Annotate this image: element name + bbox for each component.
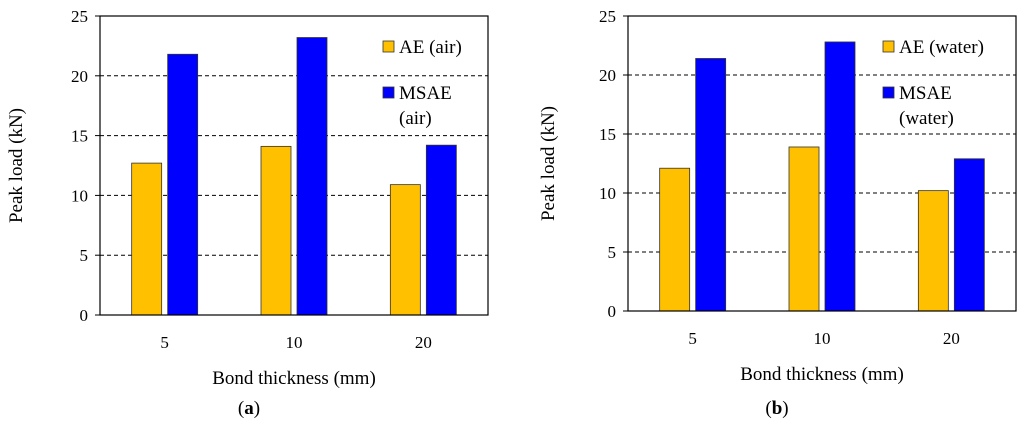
legend-swatch-ae <box>882 40 895 53</box>
bar-ae-10 <box>788 146 820 312</box>
y-axis-label: Peak load (kN) <box>538 106 559 221</box>
bar-ae-20 <box>917 190 949 312</box>
bar-msae-5 <box>167 53 199 316</box>
y-tick-label: 5 <box>80 246 89 265</box>
bar-msae-5 <box>695 58 727 312</box>
y-tick-label: 10 <box>599 184 616 203</box>
bar-ae-10 <box>260 145 292 316</box>
y-tick-label: 5 <box>608 243 617 262</box>
y-tick-label: 25 <box>599 7 616 26</box>
legend-swatch-msae <box>382 86 395 99</box>
x-tick-label: 5 <box>160 333 169 352</box>
y-tick-label: 15 <box>71 127 88 146</box>
legend-label-msae-suffix: (air) <box>399 108 432 129</box>
legend-swatch-ae <box>382 40 395 53</box>
bar-ae-5 <box>131 162 163 316</box>
x-tick-label: 20 <box>415 333 432 352</box>
y-tick-label: 20 <box>71 67 88 86</box>
legend-label-ae: AE (water) <box>899 37 984 58</box>
y-tick-label: 15 <box>599 125 616 144</box>
chart-panel-a: 5 10 20 0 5 10 15 20 25 Peak load (kN) Bond thickn… <box>6 7 489 419</box>
y-tick-label: 25 <box>71 7 88 26</box>
bar-msae-20 <box>953 158 985 312</box>
x-axis-label: Bond thickness (mm) <box>740 364 904 385</box>
x-tick-label: 10 <box>814 329 831 348</box>
x-tick-label: 5 <box>688 329 697 348</box>
panel-label: (a) <box>238 398 260 419</box>
bar-msae-10 <box>824 41 856 312</box>
x-tick-label: 20 <box>943 329 960 348</box>
panel-label: (b) <box>765 398 788 419</box>
x-tick-label: 10 <box>286 333 303 352</box>
chart-panel-b: 5 10 20 0 5 10 15 20 25 Peak load (kN) Bond thickn… <box>538 7 1017 419</box>
plot-frame <box>99 15 489 316</box>
x-axis-label: Bond thickness (mm) <box>212 368 376 389</box>
legend-label-msae: MSAE <box>399 83 452 104</box>
legend-label-msae-suffix: (water) <box>899 108 954 129</box>
y-tick-label: 0 <box>608 302 617 321</box>
y-tick-label: 10 <box>71 186 88 205</box>
bar-msae-10 <box>296 37 328 316</box>
bar-msae-20 <box>425 144 457 316</box>
y-tick-label: 20 <box>599 66 616 85</box>
plot-frame <box>627 15 1017 312</box>
legend-swatch-msae <box>882 86 895 99</box>
bar-ae-20 <box>389 184 421 316</box>
bar-ae-5 <box>659 167 691 312</box>
legend-label-msae: MSAE <box>899 83 952 104</box>
y-axis-label: Peak load (kN) <box>6 108 27 223</box>
y-tick-label: 0 <box>80 306 89 325</box>
legend-label-ae: AE (air) <box>399 37 462 58</box>
